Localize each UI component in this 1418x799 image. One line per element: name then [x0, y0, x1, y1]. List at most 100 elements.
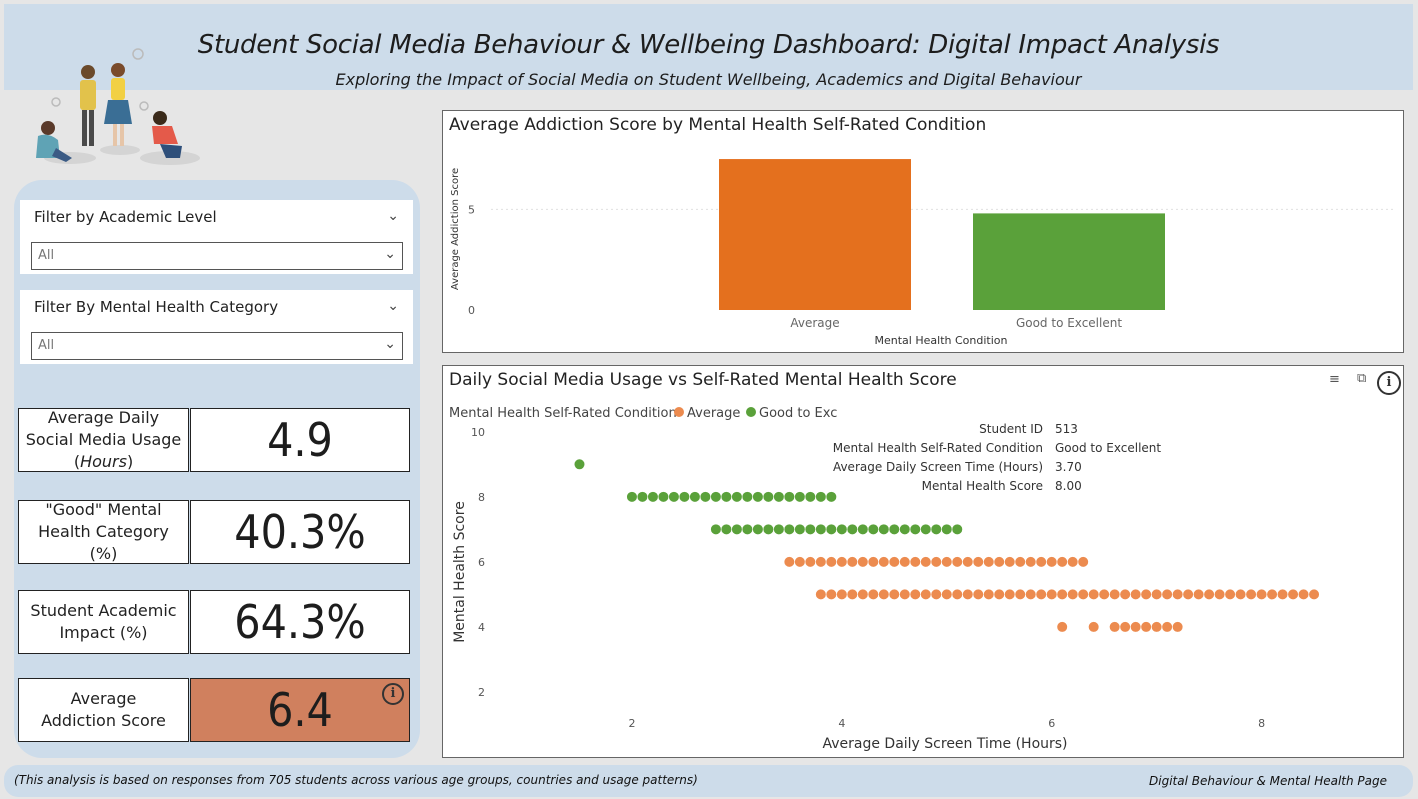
data-point-good [752, 491, 763, 502]
tooltip-key: Mental Health Score [922, 479, 1043, 493]
data-point-good [731, 491, 742, 502]
data-point-average [1193, 589, 1204, 600]
mental-health-filter[interactable]: Filter By Mental Health Category ⌄ All ⌄ [20, 290, 413, 364]
data-point-average [1151, 589, 1162, 600]
bar-chart-card: Average Addiction Score by Mental Health… [442, 110, 1404, 353]
data-point-average [889, 556, 900, 567]
footer-note: (This analysis is based on responses fro… [14, 773, 698, 787]
data-point-average [826, 589, 837, 600]
chevron-down-icon[interactable]: ⌄ [387, 298, 399, 314]
mental-filter-dropdown[interactable]: All ⌄ [31, 332, 403, 360]
data-point-good [710, 524, 721, 535]
data-point-average [1120, 589, 1131, 600]
data-point-average [931, 589, 942, 600]
data-point-average [815, 556, 826, 567]
data-point-average [920, 589, 931, 600]
data-point-average [1225, 589, 1236, 600]
data-point-good [689, 491, 700, 502]
data-point-average [878, 589, 889, 600]
data-point-average [1309, 589, 1320, 600]
kpi-good-value: 40.3% [190, 500, 410, 564]
data-point-average [973, 589, 984, 600]
chevron-down-icon: ⌄ [384, 246, 396, 262]
data-point-average [1057, 556, 1068, 567]
data-point-good [710, 491, 721, 502]
data-point-average [983, 556, 994, 567]
data-point-average [836, 556, 847, 567]
data-point-good [647, 491, 658, 502]
info-icon[interactable]: i [382, 683, 404, 705]
filter-icon[interactable]: ≡ [1329, 372, 1340, 387]
data-point-good [742, 524, 753, 535]
data-point-average [1109, 589, 1120, 600]
data-point-average [1088, 621, 1099, 632]
data-point-average [994, 589, 1005, 600]
data-point-good [826, 491, 837, 502]
tooltip-value: 3.70 [1055, 460, 1082, 474]
chevron-down-icon[interactable]: ⌄ [387, 208, 399, 224]
data-point-good [773, 491, 784, 502]
data-point-average [1162, 589, 1173, 600]
data-point-average [805, 556, 816, 567]
x-tick-label: 4 [838, 717, 845, 730]
data-point-average [847, 556, 858, 567]
tooltip-value: Good to Excellent [1055, 441, 1161, 455]
data-point-average [857, 589, 868, 600]
data-point-average [868, 556, 879, 567]
data-point-average [1109, 621, 1120, 632]
data-point-average [910, 556, 921, 567]
data-point-average [847, 589, 858, 600]
data-point-average [973, 556, 984, 567]
kpi-addiction-label: Average Addiction Score [18, 678, 189, 742]
data-point-good [679, 491, 690, 502]
data-point-good [784, 524, 795, 535]
x-tick-label: 2 [628, 717, 635, 730]
data-point-average [868, 589, 879, 600]
data-point-average [899, 589, 910, 600]
legend-marker-average [674, 407, 684, 417]
kpi-usage-label-unit: Hours [80, 452, 127, 471]
y-axis-label: Average Addiction Score [450, 168, 461, 290]
data-point-average [1246, 589, 1257, 600]
legend-label-average: Average [687, 406, 740, 421]
students-illustration [36, 48, 200, 165]
y-tick-label: 8 [478, 491, 485, 504]
data-point-average [1025, 556, 1036, 567]
data-point-average [983, 589, 994, 600]
y-tick-label: 4 [478, 621, 485, 634]
academic-level-filter[interactable]: Filter by Academic Level ⌄ All ⌄ [20, 200, 413, 274]
info-icon[interactable]: i [1377, 371, 1401, 395]
data-point-average [857, 556, 868, 567]
focus-mode-icon[interactable]: ⧉ [1357, 371, 1367, 386]
data-point-good [731, 524, 742, 535]
data-point-average [1172, 621, 1183, 632]
data-point-average [1057, 589, 1068, 600]
data-point-average [910, 589, 921, 600]
tooltip-value: 513 [1055, 422, 1078, 436]
data-point-good [952, 524, 963, 535]
data-point-average [1267, 589, 1278, 600]
data-point-average [920, 556, 931, 567]
data-point-average [962, 556, 973, 567]
kpi-usage-value: 4.9 [190, 408, 410, 472]
data-point-average [1183, 589, 1194, 600]
data-point-average [1172, 589, 1183, 600]
data-point-average [1204, 589, 1215, 600]
data-point-good [784, 491, 795, 502]
data-point-good [910, 524, 921, 535]
data-point-average [836, 589, 847, 600]
academic-filter-dropdown[interactable]: All ⌄ [31, 242, 403, 270]
x-axis-label: Mental Health Condition [875, 334, 1008, 347]
data-point-good [878, 524, 889, 535]
tooltip-key: Student ID [979, 422, 1043, 436]
footer-bar: (This analysis is based on responses fro… [4, 765, 1413, 797]
x-tick-label: 6 [1048, 717, 1055, 730]
data-point-average [1078, 556, 1089, 567]
data-point-good [941, 524, 952, 535]
data-point-good [847, 524, 858, 535]
data-point-average [994, 556, 1005, 567]
kpi-academic-label: Student Academic Impact (%) [18, 590, 189, 654]
data-point-average [1025, 589, 1036, 600]
data-point-average [1046, 556, 1057, 567]
legend-marker-good [746, 407, 756, 417]
